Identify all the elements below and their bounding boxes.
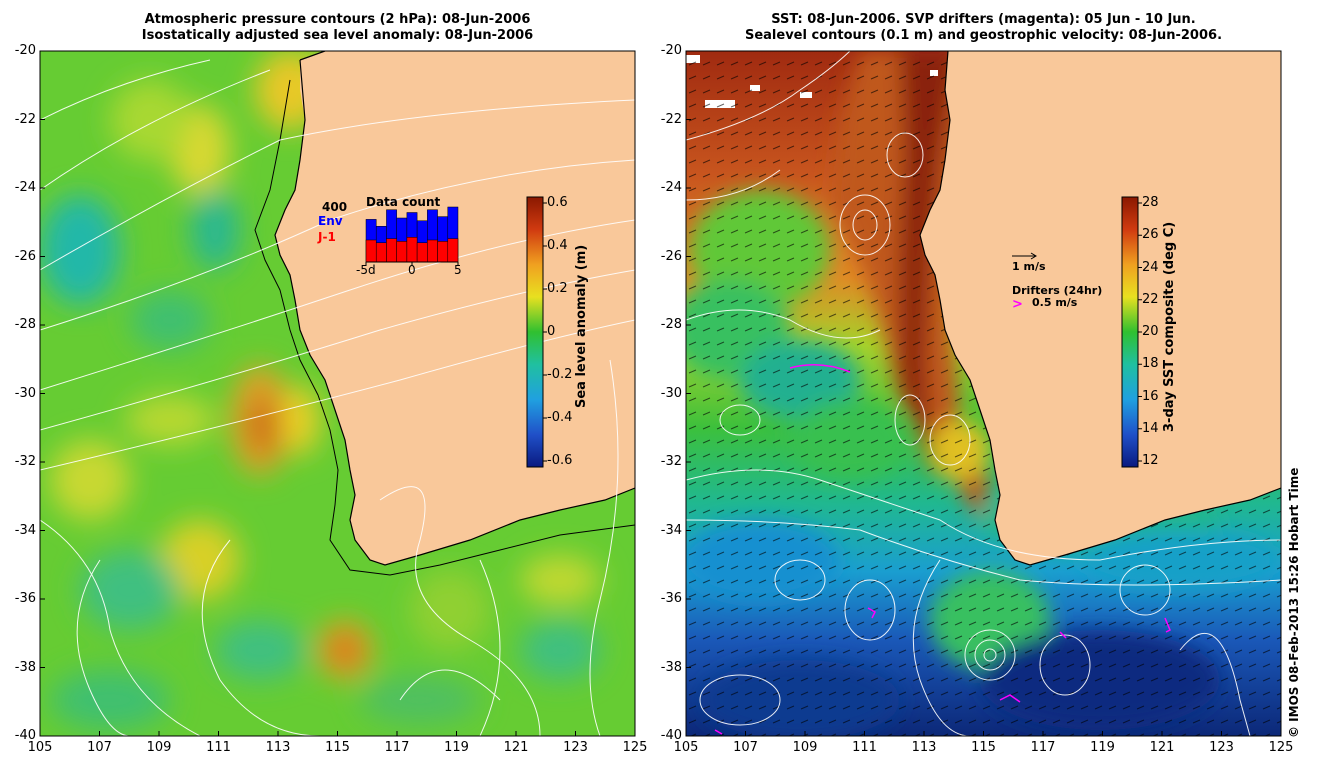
- x-tick-label: 105: [27, 740, 53, 755]
- colorbar-tick-label: -0.6: [547, 453, 573, 468]
- inset-x-label-end: 5: [454, 263, 462, 277]
- right-title-line1: SST: 08-Jun-2006. SVP drifters (magenta)…: [771, 12, 1196, 27]
- inset-x-label-mid: 0: [408, 263, 416, 277]
- x-tick-label: 117: [1030, 740, 1056, 755]
- y-tick-label: -22: [660, 111, 682, 127]
- inset-j1-label: J-1: [318, 230, 336, 244]
- sla-colorbar-label: Sea level anomaly (m): [574, 244, 589, 408]
- y-tick-label: -24: [14, 180, 36, 195]
- j1-count-bar: [396, 241, 408, 263]
- y-tick-label: -28: [660, 317, 682, 332]
- x-tick-label: 113: [265, 740, 291, 755]
- colorbar-tick-label: 0.4: [547, 238, 568, 253]
- left-title-line1: Atmospheric pressure contours (2 hPa): 0…: [144, 12, 531, 27]
- colorbar-tick-label: 14: [1142, 420, 1159, 436]
- y-tick-label: -22: [14, 111, 36, 127]
- velocity-scale-label: 1 m/s: [1012, 260, 1046, 273]
- drifter-legend-glyph: >: [1012, 297, 1023, 312]
- right-land: [920, 51, 1281, 565]
- inset-max-label: 400: [322, 200, 348, 214]
- x-tick-label: 123: [1209, 740, 1234, 755]
- x-tick-label: 115: [971, 740, 996, 755]
- x-tick-label: 107: [733, 740, 758, 755]
- inset-env-label: Env: [318, 214, 343, 228]
- colorbar-tick-label: -0.2: [547, 367, 573, 382]
- left-title-line2: Isostatically adjusted sea level anomaly…: [141, 28, 534, 43]
- y-tick-label: -36: [660, 591, 682, 606]
- colorbar-tick-label: 0: [547, 324, 556, 339]
- sla-colorbar: [526, 196, 544, 468]
- j1-count-bar: [437, 241, 449, 263]
- colorbar-tick-label: 22: [1142, 291, 1159, 307]
- colorbar-tick-label: 0.6: [547, 195, 568, 210]
- y-tick-label: -20: [660, 43, 682, 58]
- j1-count-bar: [386, 238, 397, 263]
- x-tick-label: 113: [911, 740, 937, 755]
- colorbar-tick-label: -0.4: [547, 410, 573, 425]
- left-map-field: [40, 51, 635, 736]
- y-tick-label: -34: [14, 522, 36, 538]
- colorbar-tick-label: 0.2: [547, 281, 568, 296]
- x-tick-label: 125: [622, 740, 648, 755]
- inset-title: Data count: [366, 195, 441, 209]
- x-tick-label: 109: [146, 740, 172, 755]
- x-tick-label: 105: [673, 740, 699, 755]
- right-map-field: [686, 51, 1281, 736]
- y-tick-label: -38: [660, 659, 682, 675]
- x-tick-label: 119: [444, 740, 469, 755]
- x-tick-label: 117: [384, 740, 410, 755]
- j1-count-bar: [406, 237, 418, 263]
- x-tick-label: 115: [325, 740, 350, 755]
- j1-count-bar: [427, 239, 438, 263]
- x-tick-label: 123: [563, 740, 588, 755]
- velocity-scale-arrow: [1012, 252, 1037, 260]
- x-tick-label: 121: [503, 740, 529, 755]
- drifters-scale-label: 0.5 m/s: [1032, 296, 1078, 309]
- colorbar-tick-label: 20: [1142, 324, 1159, 339]
- left-map-title: Atmospheric pressure contours (2 hPa): 0…: [40, 12, 635, 44]
- colorbar-tick-label: 26: [1142, 227, 1159, 243]
- y-tick-label: -36: [14, 591, 36, 606]
- imos-credit: © IMOS 08-Feb-2013 15:26 Hobart Time: [1287, 467, 1301, 738]
- y-tick-label: -28: [14, 317, 36, 332]
- left-land: [275, 51, 635, 565]
- y-tick-label: -30: [14, 385, 36, 401]
- y-tick-label: -40: [14, 728, 36, 743]
- colorbar-tick-label: 12: [1142, 453, 1159, 468]
- sst-colorbar-label: 3-day SST composite (deg C): [1162, 221, 1177, 432]
- y-tick-label: -26: [660, 248, 682, 264]
- j1-count-bar: [447, 238, 459, 263]
- x-tick-label: 109: [792, 740, 818, 755]
- x-tick-label: 121: [1149, 740, 1175, 755]
- j1-count-bar: [375, 242, 387, 263]
- y-tick-label: -34: [660, 522, 682, 538]
- x-tick-label: 111: [852, 740, 877, 755]
- x-tick-label: 107: [87, 740, 112, 755]
- data-count-inset: [365, 206, 459, 266]
- y-tick-label: -24: [660, 180, 682, 195]
- x-tick-label: 111: [206, 740, 231, 755]
- y-tick-label: -32: [14, 454, 36, 469]
- y-tick-label: -32: [660, 454, 682, 469]
- y-tick-label: -26: [14, 248, 36, 264]
- colorbar-tick-label: 16: [1142, 388, 1159, 404]
- sst-colorbar: [1121, 196, 1139, 468]
- colorbar-tick-label: 24: [1142, 259, 1159, 275]
- j1-count-bar: [416, 242, 428, 263]
- drifters-label: Drifters (24hr): [1012, 284, 1103, 297]
- y-tick-label: -20: [14, 43, 36, 58]
- right-map-title: SST: 08-Jun-2006. SVP drifters (magenta)…: [686, 12, 1281, 44]
- x-tick-label: 119: [1090, 740, 1115, 755]
- inset-x-label-start: -5d: [356, 263, 376, 277]
- j1-count-bar: [365, 239, 377, 263]
- x-tick-label: 125: [1268, 740, 1294, 755]
- right-title-line2: Sealevel contours (0.1 m) and geostrophi…: [744, 28, 1223, 43]
- y-tick-label: -40: [660, 728, 682, 743]
- colorbar-tick-label: 28: [1142, 195, 1159, 210]
- y-tick-label: -38: [14, 659, 36, 675]
- y-tick-label: -30: [660, 385, 682, 401]
- colorbar-tick-label: 18: [1142, 356, 1159, 372]
